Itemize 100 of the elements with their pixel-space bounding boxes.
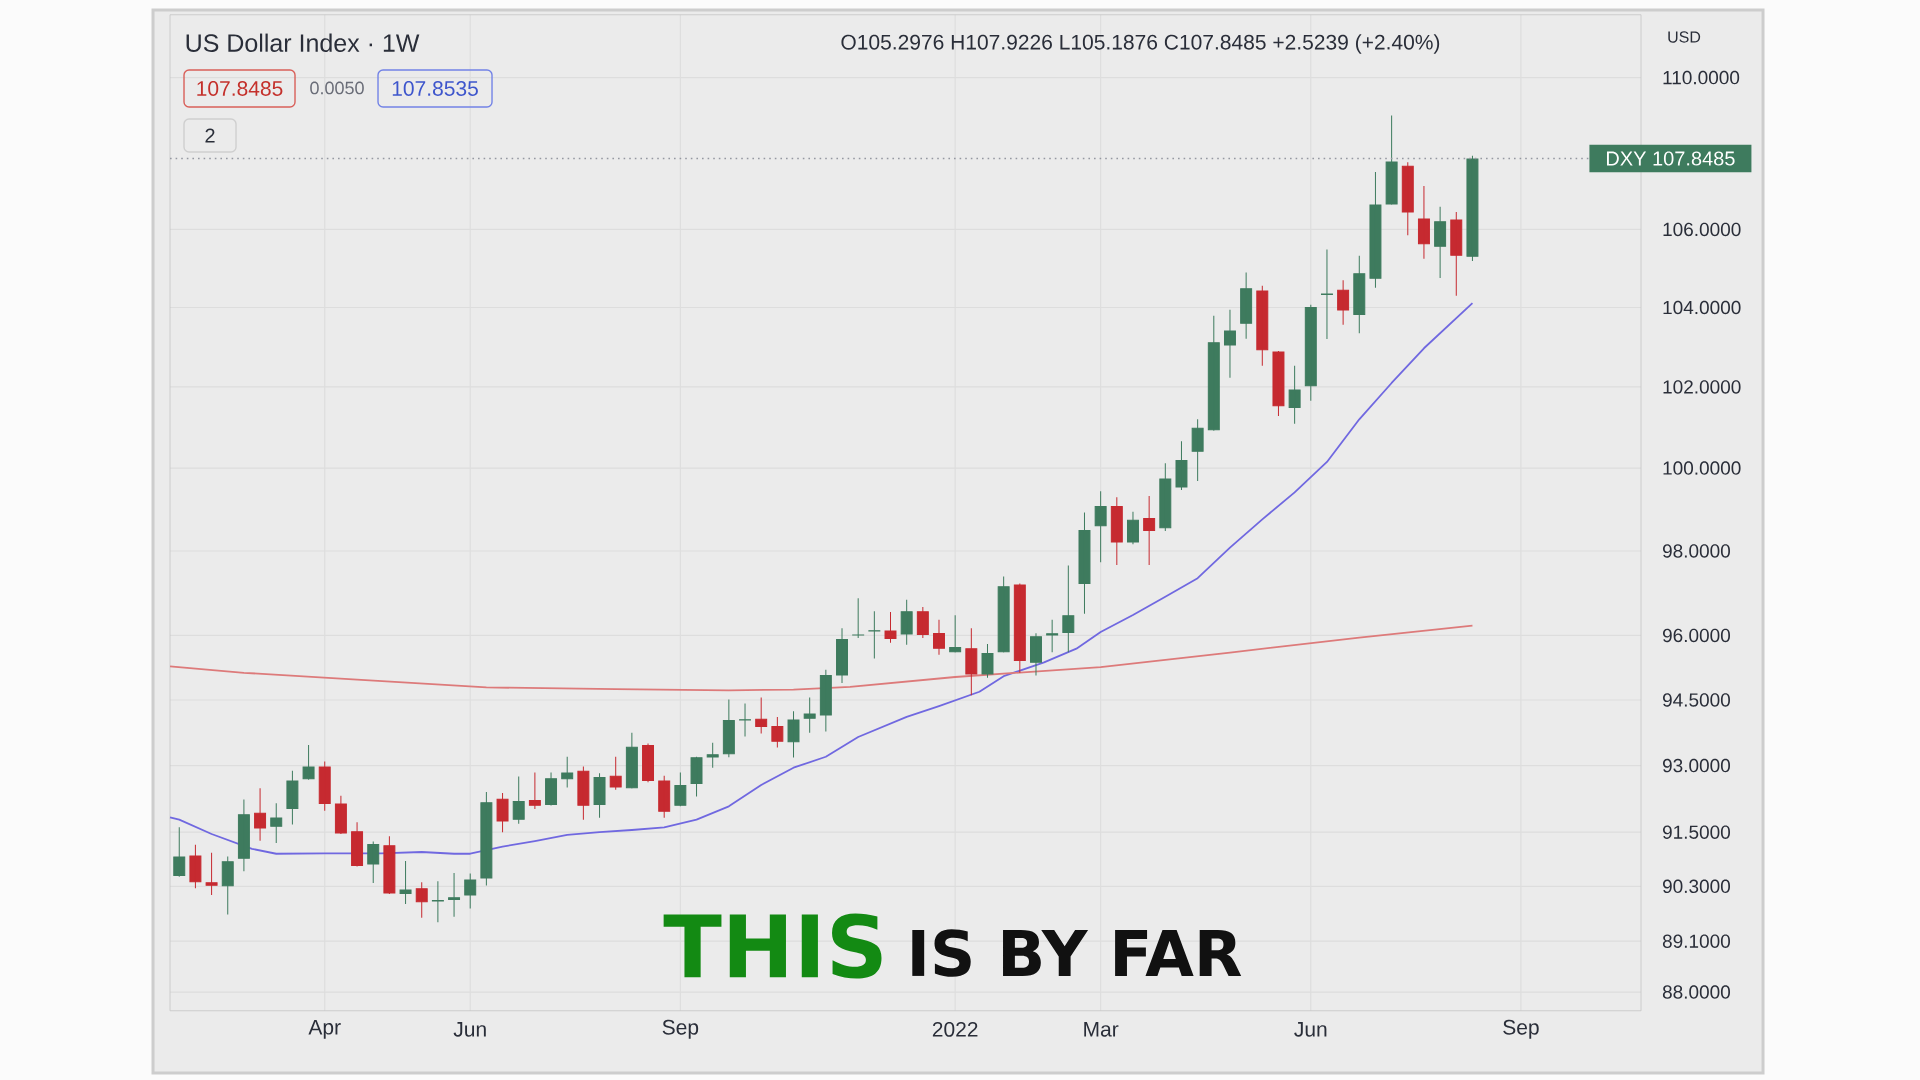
candlestick [1191,418,1204,482]
candlestick [609,756,622,791]
y-tick-label: 93.0000 [1662,758,1730,773]
annotation: THIS [663,913,882,979]
candlestick [528,772,541,810]
candlestick [1046,619,1059,653]
candlestick [254,787,267,842]
candlestick [1159,462,1172,532]
candlestick [1466,155,1479,262]
candlestick [1110,496,1123,566]
candlestick [787,710,800,759]
y-tick-label: 89.1000 [1662,934,1730,948]
y-tick-label: 104.0000 [1663,300,1741,315]
y-tick-label: 96.0000 [1662,628,1730,643]
candlestick [949,614,962,654]
candlestick [852,597,865,639]
x-tick-label: Mar [1084,1022,1119,1037]
y-tick-label: 100.0000 [1663,461,1741,475]
candlestick [1337,279,1350,326]
candlestick [739,703,751,738]
x-tick-label: Sep [662,1019,699,1039]
candlestick [593,772,606,819]
x-tick-label: Jun [1294,1022,1327,1037]
candlestick [1207,315,1220,432]
candlestick [1272,350,1285,417]
candlestick [221,855,234,916]
candlestick [1078,512,1091,615]
candlestick [545,772,558,806]
candlestick [900,599,913,646]
y-tick-label: 106.0000 [1663,222,1741,237]
candlestick [1175,440,1188,491]
candlestick [448,872,461,918]
candlestick [1062,565,1075,653]
candlestick [512,776,525,825]
x-tick-label: Sep [1503,1019,1539,1039]
annotation: IS BY FAR [912,929,1242,977]
candlestick [464,873,477,910]
candlestick [658,775,671,819]
candlestick [1030,632,1042,676]
candlestick [1304,304,1317,402]
candlestick [286,770,299,826]
line-series [169,624,1474,692]
candlestick [496,792,509,833]
candlestick [1369,171,1382,289]
candlestick [1013,582,1026,674]
annotation: 107.8535 [392,81,478,96]
x-tick-label: Apr [308,1019,341,1039]
candlestick [561,756,574,789]
y-tick-label: 94.5000 [1662,693,1730,707]
annotation: 2 [205,128,215,143]
candlestick [1094,490,1107,563]
y-tick-label: 88.0000 [1662,985,1730,999]
text: US Dollar Index · 1W [186,33,420,52]
candlestick [916,606,929,639]
candlestick [480,791,493,886]
candlestick [431,880,444,923]
y-tick-label: 98.0000 [1662,544,1730,558]
annotation: 107.8485 [197,81,283,96]
candlestick [625,732,638,790]
candlestick [318,760,331,812]
candlestick [674,772,687,807]
candlestick [205,852,218,896]
candlestick [868,610,881,660]
candlestick [1223,309,1236,379]
candlestick [334,795,347,835]
x-tick-label: Jun [453,1022,486,1037]
candlestick [415,881,428,919]
candlestick [1288,365,1301,425]
candlestick [1401,161,1414,236]
candlestick [399,860,412,905]
candlestick [933,619,945,656]
x-tick-label: 2022 [932,1021,978,1037]
candlestick [1434,206,1447,279]
candlestick [819,669,832,732]
annotation: 0.0050 [310,81,364,95]
candlestick [189,844,202,889]
candlestick [1256,285,1269,367]
annotation: O105.2976 H107.9226 L105.1876 C107.8485 +2.5239 (+2.40%) [841,34,1440,54]
candlestick [1450,211,1463,297]
candlestick [1353,255,1366,334]
candlestick [997,576,1010,654]
y-tick-label: 102.0000 [1663,380,1741,394]
candlestick [351,821,364,867]
text: USD [1668,31,1701,43]
candlestick [836,627,848,684]
candlestick [383,835,396,895]
candlestick [577,765,590,821]
candlestick [803,696,816,734]
candlestick [722,699,735,758]
candlestick [981,643,994,679]
line-series [169,302,1474,855]
candlestick [884,611,897,644]
y-tick-label: 90.3000 [1662,879,1730,894]
candlestick [1385,114,1398,206]
ref-line-label: DXY 107.8485 [1607,151,1735,166]
candlestick [1320,249,1333,340]
candlestick [706,742,719,769]
candlestick [1143,495,1156,566]
candlestick [173,826,186,878]
candlestick [1417,185,1430,260]
